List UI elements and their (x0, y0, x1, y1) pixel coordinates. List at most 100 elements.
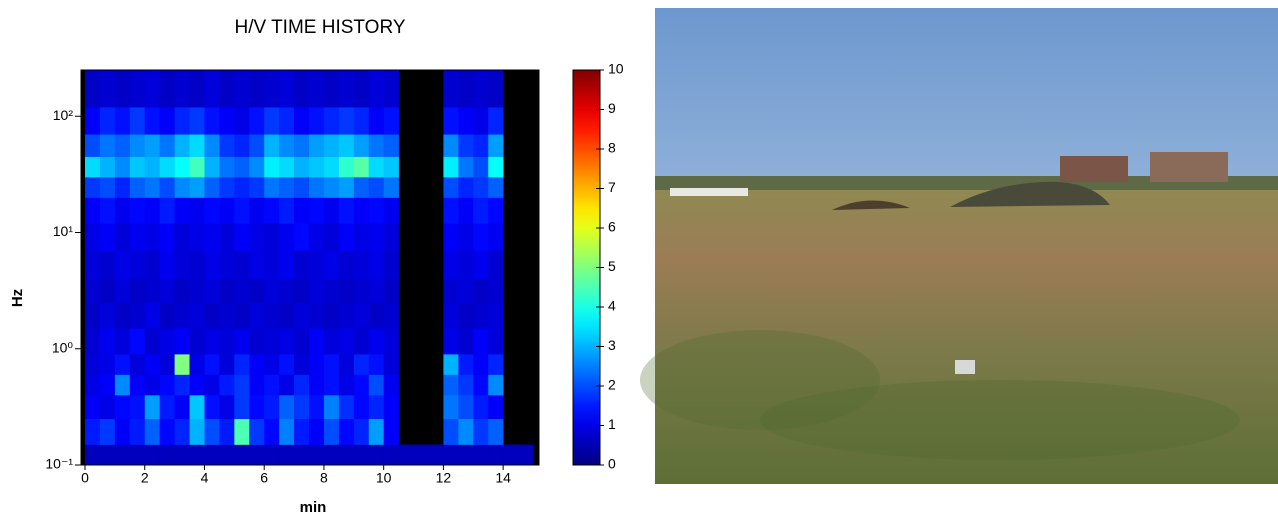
heatmap-cell (204, 395, 220, 420)
heatmap-cell (144, 278, 160, 303)
heatmap-cell (204, 107, 220, 135)
heatmap-cell (294, 70, 310, 108)
heatmap-cell (428, 444, 444, 466)
heatmap-cell (338, 444, 355, 466)
heatmap-cell (249, 197, 265, 224)
x-tick-label: 8 (320, 470, 328, 486)
heatmap-cell (264, 250, 280, 280)
heatmap-cell (189, 374, 205, 396)
heatmap-cell (473, 197, 489, 224)
heatmap-cell (159, 328, 175, 355)
heatmap-cell (174, 328, 190, 355)
x-tick-label: 4 (201, 470, 209, 486)
heatmap-cell (129, 374, 146, 396)
heatmap-cell (264, 328, 280, 355)
heatmap-cell (174, 354, 190, 375)
heatmap-cell (174, 197, 190, 224)
heatmap-cell (294, 395, 310, 420)
heatmap-cell (174, 444, 190, 466)
heatmap-cell (294, 134, 310, 157)
heatmap-cell (323, 374, 340, 396)
heatmap-cell (338, 278, 355, 303)
heatmap-cell (443, 395, 459, 420)
heatmap-cell (488, 354, 504, 375)
heatmap-cell (189, 278, 205, 303)
heatmap-cell (368, 328, 384, 355)
heatmap-cell (174, 418, 190, 445)
heatmap-cell (129, 134, 146, 157)
heatmap-cell (249, 328, 265, 355)
heatmap-cell (458, 354, 474, 375)
heatmap-cell (473, 374, 489, 396)
heatmap-cell (383, 395, 399, 420)
heatmap-cell (219, 107, 235, 135)
heatmap-cell (488, 107, 504, 135)
colorbar-tick-label: 1 (608, 416, 616, 432)
heatmap-cell (353, 328, 370, 355)
photo-grass (760, 380, 1240, 460)
heatmap-cell (99, 70, 116, 108)
heatmap-cell (159, 223, 175, 251)
heatmap-cell (204, 444, 220, 466)
heatmap-cell (279, 374, 295, 396)
colorbar-tick-label: 5 (608, 258, 616, 274)
heatmap-cell (338, 223, 355, 251)
heatmap-cell (488, 250, 504, 280)
heatmap-cell (189, 395, 205, 420)
heatmap-cell (264, 70, 280, 108)
heatmap-cell (338, 177, 355, 198)
heatmap-cell (309, 354, 325, 375)
heatmap-cell (353, 177, 370, 198)
heatmap-cell (458, 395, 474, 420)
heatmap-cell (144, 197, 160, 224)
heatmap-cell (309, 134, 325, 157)
heatmap-cell (294, 250, 310, 280)
colorbar-tick-label: 3 (608, 337, 616, 353)
heatmap-cell (189, 223, 205, 251)
heatmap-cell (114, 418, 131, 445)
heatmap-cell (204, 223, 220, 251)
y-tick-label: 10² (53, 107, 74, 123)
heatmap-cell (219, 223, 235, 251)
heatmap-cell (129, 156, 146, 178)
heatmap-cell (189, 177, 205, 198)
heatmap-cell (204, 418, 220, 445)
heatmap-cell (99, 395, 116, 420)
heatmap-cell (264, 156, 280, 178)
heatmap-cell (383, 70, 399, 108)
heatmap-cell (368, 302, 384, 329)
heatmap-cell (518, 444, 534, 466)
colorbar-tick-label: 10 (608, 61, 624, 77)
heatmap-cell (219, 302, 235, 329)
photo-field (655, 185, 1278, 484)
heatmap-cell (338, 70, 355, 108)
heatmap-cell (443, 156, 459, 178)
heatmap-cell (473, 70, 489, 108)
heatmap-cell (249, 70, 265, 108)
heatmap-cell (264, 223, 280, 251)
heatmap-cell (99, 418, 116, 445)
heatmap-cell (85, 444, 101, 466)
heatmap-cell (204, 250, 220, 280)
heatmap-cell (264, 107, 280, 135)
heatmap-cell (383, 107, 399, 135)
heatmap-cell (294, 156, 310, 178)
heatmap-cell (338, 134, 355, 157)
heatmap-cell (85, 278, 101, 303)
heatmap-cell (473, 107, 489, 135)
heatmap-cell (174, 395, 190, 420)
heatmap-cell (353, 302, 370, 329)
heatmap-cell (353, 197, 370, 224)
heatmap-cell (279, 250, 295, 280)
heatmap-cell (383, 354, 399, 375)
heatmap-cell (85, 156, 101, 178)
heatmap-cell (85, 374, 101, 396)
heatmap-cell (129, 302, 146, 329)
heatmap-cell (219, 374, 235, 396)
heatmap-cell (383, 134, 399, 157)
heatmap-cell (249, 223, 265, 251)
heatmap-cell (85, 134, 101, 157)
heatmap-cell (338, 328, 355, 355)
heatmap-cell (488, 395, 504, 420)
heatmap-cell (234, 197, 250, 224)
